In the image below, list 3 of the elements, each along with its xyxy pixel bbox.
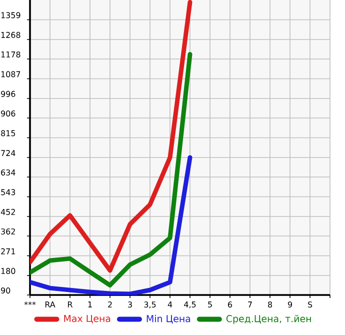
legend-label: Min Цена [146, 314, 190, 324]
legend-label: Сред.Цена, т.йен [226, 314, 311, 324]
legend-label: Max Цена [64, 315, 110, 324]
